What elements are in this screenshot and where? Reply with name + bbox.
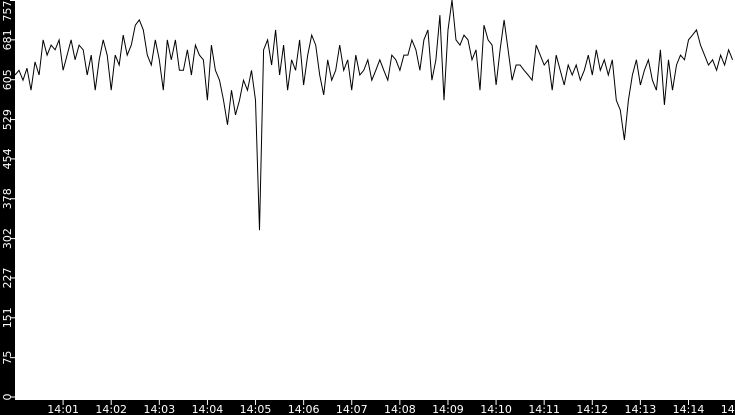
y-tick-label: 151 (1, 307, 14, 328)
x-tick-label: 14:12 (576, 403, 608, 415)
y-axis: 0 75 151 227 302 378 454 529 605 681 757 (1, 0, 15, 401)
y-tick-label: 605 (1, 69, 14, 90)
x-tick-label: 14:01 (47, 403, 79, 415)
y-tick-label: 681 (1, 29, 14, 50)
y-tick-label: 75 (1, 351, 14, 365)
x-tick-label: 14:11 (528, 403, 560, 415)
y-tick-label: 378 (1, 188, 14, 209)
x-tick-label: 14:13 (625, 403, 657, 415)
y-tick-label: 529 (1, 109, 14, 130)
x-tick-label: 14:03 (143, 403, 175, 415)
x-tick-label: 14:10 (480, 403, 512, 415)
x-tick-label: 14:07 (336, 403, 368, 415)
x-tick-label: 14:05 (240, 403, 272, 415)
series-line (14, 0, 734, 231)
y-tick-label: 227 (1, 267, 14, 288)
x-tick-label: 14:06 (288, 403, 320, 415)
x-tick-label: 14:15 (721, 403, 735, 415)
y-tick-label: 0 (1, 394, 14, 401)
y-tick-label: 757 (1, 1, 14, 22)
y-tick-label: 302 (1, 228, 14, 249)
plot-area (15, 0, 735, 400)
x-tick-label: 14:02 (95, 403, 127, 415)
y-tick-label: 454 (1, 148, 14, 169)
x-axis: 14:01 14:02 14:03 14:04 14:05 14:06 14:07 14:08… (47, 400, 735, 415)
x-tick-label: 14:09 (432, 403, 464, 415)
x-tick-label: 14:14 (673, 403, 705, 415)
x-tick-label: 14:04 (192, 403, 224, 415)
x-tick-label: 14:08 (384, 403, 416, 415)
